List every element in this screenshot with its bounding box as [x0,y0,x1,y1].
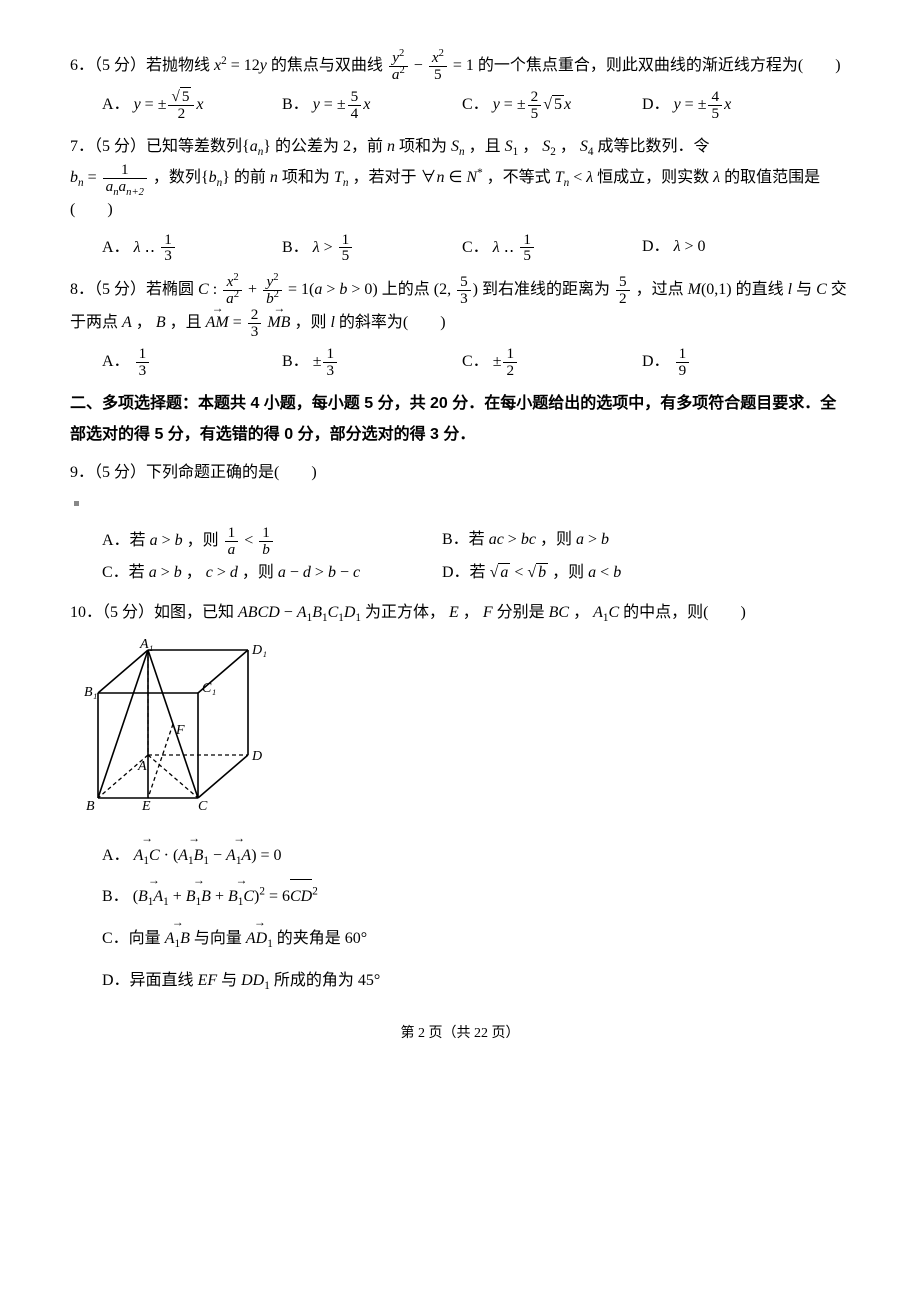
q10-options: A． A1C · (A1B1 − A1A) = 0 B． (B1A1 + B1B… [70,835,850,1001]
q8-option-a: A． 13 [102,346,272,379]
page-footer: 第 2 页（共 22 页） [70,1021,850,1048]
q10-option-b: B． (B1A1 + B1B + B1C)2 = 6CD2 [102,876,850,918]
question-9: 9．（5 分）下列命题正确的是( ) A．若 a > b ，则 1a < 1b … [70,458,850,588]
q7-option-a: A． λ ‥ 13 [102,232,272,265]
q7-option-c: C． λ ‥ 15 [462,232,632,265]
q9-option-a: A．若 a > b ，则 1a < 1b [102,525,432,558]
q7-option-d: D． λ > 0 [642,232,812,265]
q6-text-2: 的焦点与双曲线 [271,57,383,74]
question-7: 7．（5 分）已知等差数列{an} 的公差为 2，前 n 项和为 Sn ，且 S… [70,132,850,265]
q7-option-b: B． λ > 15 [282,232,452,265]
svg-text:A₁: A₁ [139,638,153,652]
q6-text-1: 6．（5 分）若抛物线 [70,57,210,74]
q10-option-d: D．异面直线 EF 与 DD1 所成的角为 45° [102,960,850,1002]
q8-option-d: D． 19 [642,346,812,379]
q9-text: 9．（5 分）下列命题正确的是( ) [70,458,850,488]
page-container: 6．（5 分）若抛物线 x2 = 12y 的焦点与双曲线 y2a2 − x25 … [0,0,920,1302]
q9-option-d: D．若 a < b ，则 a < b [442,558,772,588]
q6-options: A． y = ±52x B． y = ±54x C． y = ±255x D． … [70,89,850,122]
svg-text:C₁: C₁ [202,681,216,696]
q6-option-d: D． y = ±45x [642,89,812,122]
svg-text:A: A [137,759,147,774]
svg-text:F: F [175,723,185,738]
svg-text:E: E [141,799,151,813]
question-6: 6．（5 分）若抛物线 x2 = 12y 的焦点与双曲线 y2a2 − x25 … [70,50,850,122]
q8-options: A． 13 B． ±13 C． ±12 D． 19 [70,346,850,379]
q10-option-c: C．向量 A1B 与向量 AD1 的夹角是 60° [102,918,850,960]
cube-figure: A₁ D₁ B₁ C₁ A D B C E F [80,638,850,824]
question-8: 8．（5 分）若椭圆 C : x2a2 + y2b2 = 1(a > b > 0… [70,274,850,379]
svg-text:B₁: B₁ [84,685,97,700]
q6-option-a: A． y = ±52x [102,89,272,122]
q7-options: A． λ ‥ 13 B． λ > 15 C． λ ‥ 15 D． λ > 0 [70,232,850,265]
q9-option-c: C．若 a > b ， c > d ，则 a − d > b − c [102,558,432,588]
q9-options: A．若 a > b ，则 1a < 1b B．若 ac > bc ，则 a > … [70,525,850,588]
q9-option-b: B．若 ac > bc ，则 a > b [442,525,772,558]
svg-text:C: C [198,799,208,813]
svg-text:D₁: D₁ [251,643,267,658]
svg-text:D: D [251,749,262,764]
svg-text:B: B [86,799,95,813]
q6-option-c: C． y = ±255x [462,89,632,122]
question-10: 10．（5 分）如图，已知 ABCD − A1B1C1D1 为正方体， E ， … [70,598,850,1001]
q8-option-c: C． ±12 [462,346,632,379]
q8-option-b: B． ±13 [282,346,452,379]
q6-text-3: 的一个焦点重合，则此双曲线的渐近线方程为( ) [478,57,841,74]
q10-option-a: A． A1C · (A1B1 − A1A) = 0 [102,835,850,877]
q6-option-b: B． y = ±54x [282,89,452,122]
cube-svg: A₁ D₁ B₁ C₁ A D B C E F [80,638,285,813]
dot-marker [74,501,79,506]
section-2-title: 二、多项选择题：本题共 4 小题，每小题 5 分，共 20 分．在每小题给出的选… [70,389,850,450]
